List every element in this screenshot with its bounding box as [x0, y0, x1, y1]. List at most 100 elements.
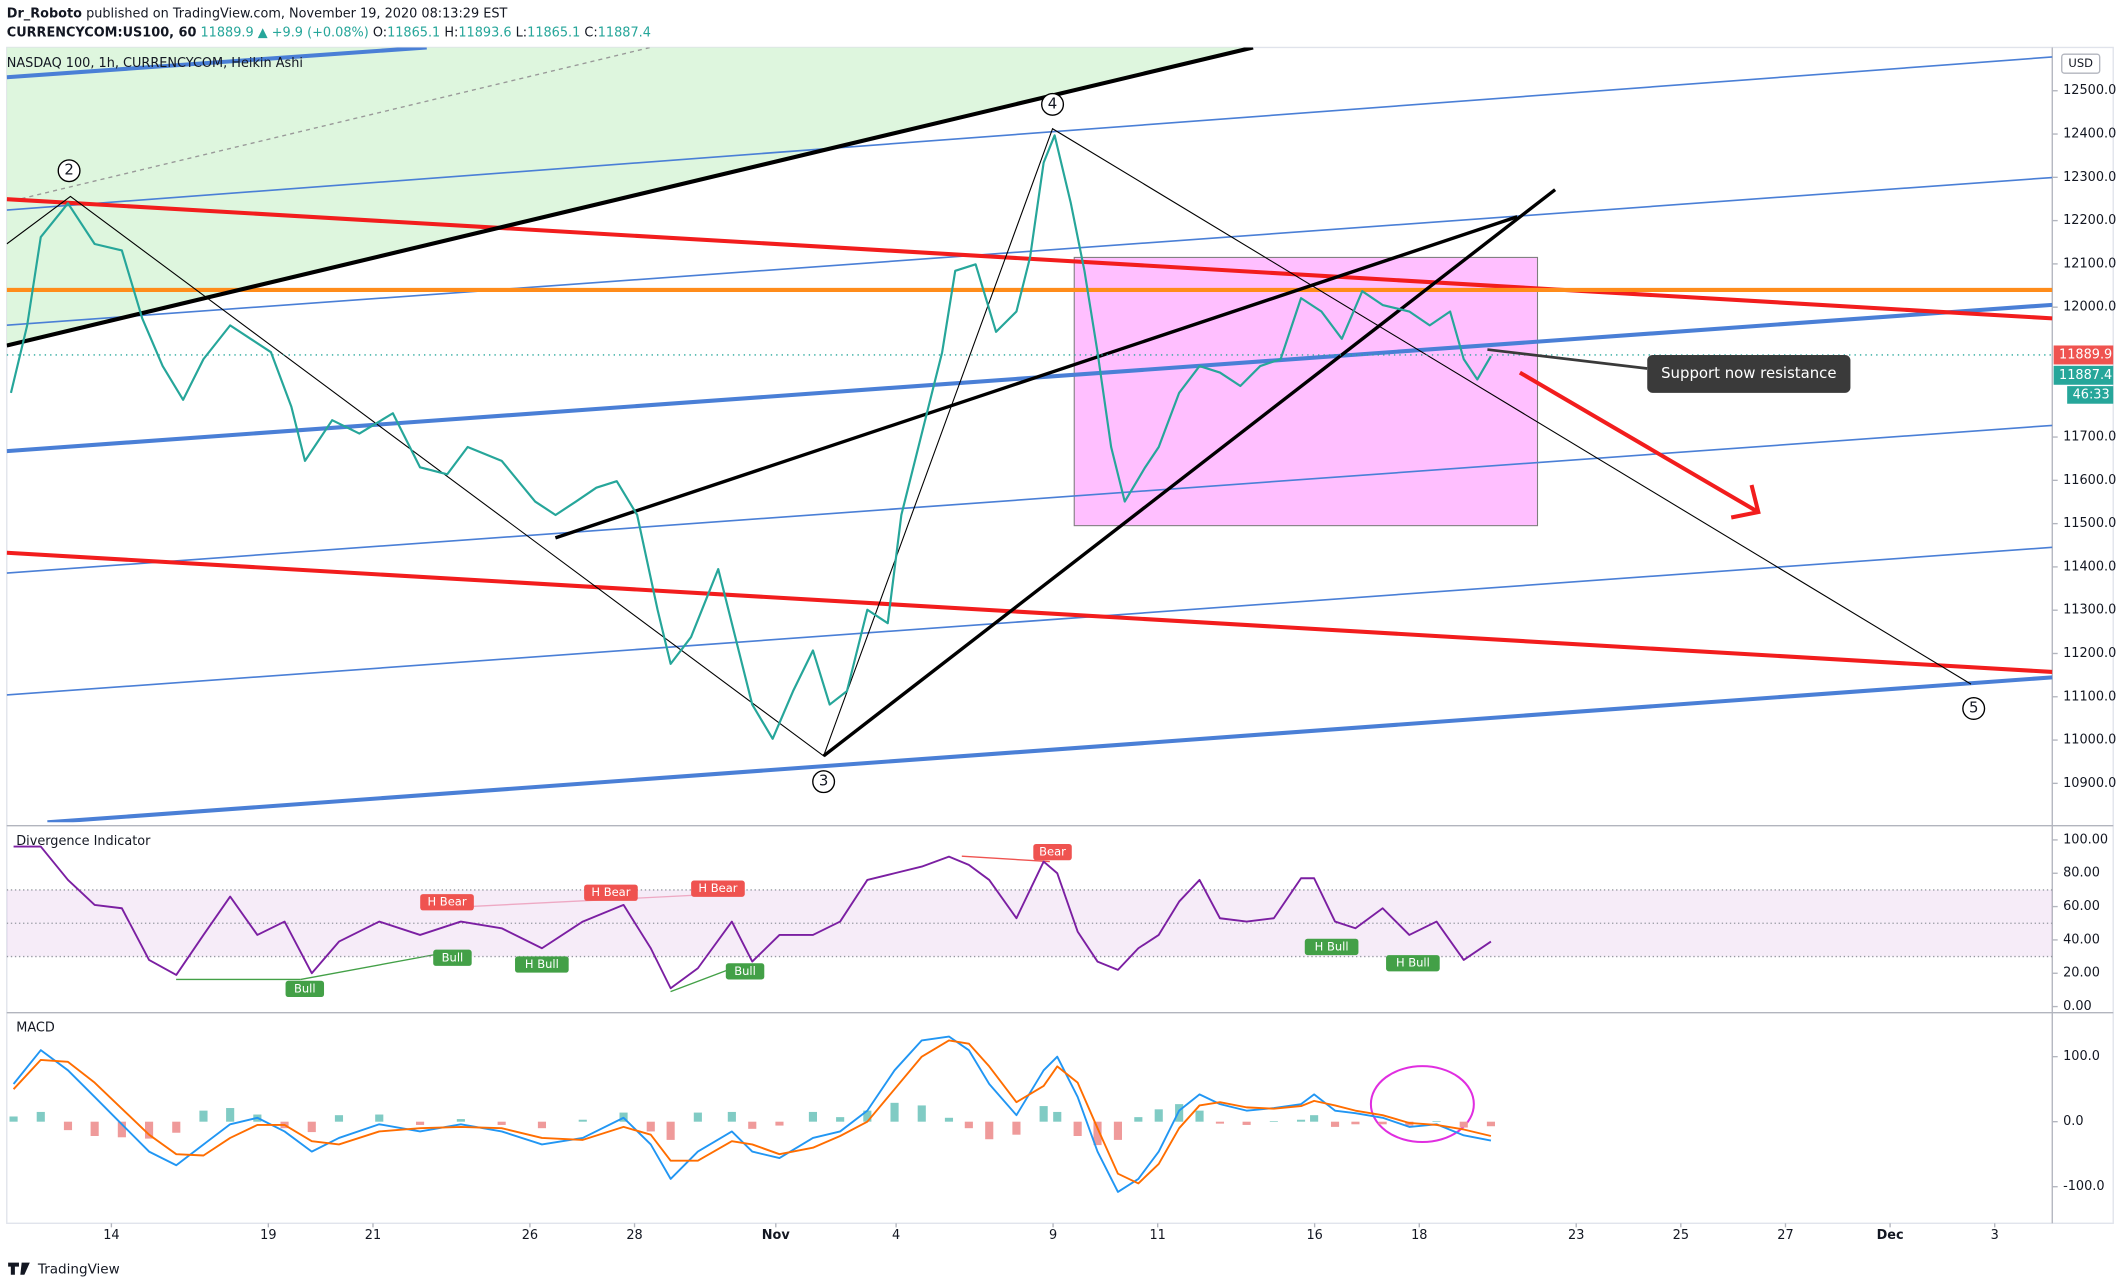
wave-label: 2: [64, 161, 73, 179]
currency[interactable]: USD: [2068, 56, 2093, 70]
series-layer: [9, 134, 1492, 740]
x-tick-label: 11: [1150, 1228, 1166, 1243]
callout-text: Support now resistance: [1661, 364, 1836, 382]
y-tick-label: 10900.0: [2063, 776, 2116, 791]
y-tick-label: 12200.0: [2063, 213, 2116, 228]
histogram-bar: [1310, 1115, 1319, 1122]
callout-pointer: [1487, 348, 1648, 370]
price-tag-text: 11887.4: [2059, 368, 2112, 383]
x-tick-label: 26: [522, 1228, 538, 1243]
ohlc-value: 11887.4: [598, 25, 651, 40]
histogram-bar: [36, 1111, 45, 1122]
footer-brand[interactable]: TradingView: [37, 1261, 120, 1277]
histogram-bar: [334, 1115, 344, 1122]
signal-label: Bear: [1039, 845, 1066, 859]
trendline: [6, 56, 2053, 211]
histogram-bar: [1459, 1121, 1468, 1128]
histogram-bar: [1242, 1121, 1251, 1125]
histogram-bar: [1012, 1121, 1021, 1135]
x-tick-label: 27: [1777, 1228, 1793, 1243]
histogram-bar: [1053, 1111, 1062, 1122]
signal-label: H Bear: [698, 881, 737, 895]
divergence-line: [961, 855, 1050, 863]
pink-box: [1073, 256, 1539, 527]
signal-tag: [433, 949, 472, 966]
y-tick-label: 60.00: [2063, 899, 2100, 914]
y-tick-label: -100.0: [2063, 1179, 2104, 1194]
signal-tag: [691, 880, 745, 897]
histogram-bar: [1134, 1117, 1143, 1122]
y-tick-label: 40.00: [2063, 932, 2100, 947]
histogram-bar: [646, 1121, 655, 1132]
signal-tag: [725, 963, 765, 980]
histogram-bar: [172, 1121, 181, 1133]
histogram-bar: [1432, 1121, 1441, 1122]
x-tick-label: Nov: [762, 1228, 791, 1243]
trendline: [47, 675, 2053, 823]
y-tick-label: 11200.0: [2063, 646, 2116, 661]
logo: [8, 1262, 30, 1275]
arrow-head: [1730, 484, 1761, 520]
signal-tag: [1033, 843, 1072, 861]
wave-path: [6, 127, 1972, 757]
price-tag: [2053, 345, 2114, 365]
y-tick-label: 12300.0: [2063, 170, 2116, 185]
signal-tag: [584, 884, 638, 901]
histogram-bar: [1351, 1121, 1360, 1125]
histogram-bar: [836, 1117, 845, 1122]
wave-label: 4: [1048, 94, 1057, 112]
currency-box[interactable]: [2061, 53, 2101, 74]
x-tick-label: 18: [1411, 1228, 1427, 1243]
histogram-bar: [1215, 1121, 1225, 1124]
trendline: [6, 47, 427, 80]
wave-circle: [57, 159, 81, 183]
trendline: [822, 188, 1557, 758]
callout-box: [1647, 354, 1851, 393]
author[interactable]: Dr_Roboto: [7, 6, 82, 21]
trendline: [6, 176, 2053, 326]
y-tick-label: 12000.0: [2063, 300, 2116, 315]
histogram-bar: [1093, 1121, 1102, 1146]
trendline: [6, 546, 2053, 696]
header-line: Dr_Roboto published on TradingView.com, …: [7, 6, 508, 21]
annotations: NASDAQ 100, 1h, CURRENCYCOM, Heikin Ashi…: [7, 53, 2114, 794]
x-tick-label: 9: [1049, 1228, 1057, 1243]
y-tick-label: 11700.0: [2063, 430, 2116, 445]
signal-label: H Bull: [1315, 939, 1349, 953]
signal-tag: [285, 980, 325, 998]
y-tick-label: 11000.0: [2063, 733, 2116, 748]
arrow: [1518, 370, 1760, 514]
x-tick-label: 25: [1673, 1228, 1689, 1243]
series-line: [12, 1035, 1492, 1193]
divergence-line: [446, 893, 718, 909]
histogram-bar: [537, 1121, 547, 1129]
histogram-bar: [375, 1114, 384, 1122]
series-line: [9, 134, 1492, 740]
histogram-bar: [226, 1108, 235, 1122]
x-tick-label: 14: [103, 1228, 119, 1243]
countdown-text: 46:33: [2073, 387, 2110, 402]
series-line: [12, 1039, 1492, 1185]
wave-label: 3: [819, 772, 828, 790]
signal-tag: [515, 956, 569, 973]
published: published on TradingView.com, November 1…: [86, 6, 507, 21]
histogram-bar: [578, 1119, 587, 1122]
signal-label: Bull: [294, 981, 316, 995]
histogram-bar: [90, 1121, 99, 1136]
pane-title: MACD: [16, 1021, 55, 1036]
histogram-bar: [808, 1111, 818, 1122]
x-tick-label: 3: [1991, 1228, 1999, 1243]
histogram-bar: [1113, 1121, 1122, 1140]
y-tick-label: 12500.0: [2063, 83, 2116, 98]
histogram-bar: [917, 1105, 926, 1122]
y-tick-label: 100.0: [2063, 1049, 2100, 1064]
y-tick-label: 0.0: [2063, 1114, 2083, 1129]
ohlc-value: 11893.6: [458, 25, 511, 40]
trendline: [6, 550, 2053, 674]
band: [6, 889, 2053, 957]
histogram-bar: [748, 1121, 757, 1129]
last-price: 11889.9: [201, 25, 254, 40]
x-tick-label: 19: [260, 1228, 276, 1243]
x-tick-label: 4: [892, 1228, 900, 1243]
